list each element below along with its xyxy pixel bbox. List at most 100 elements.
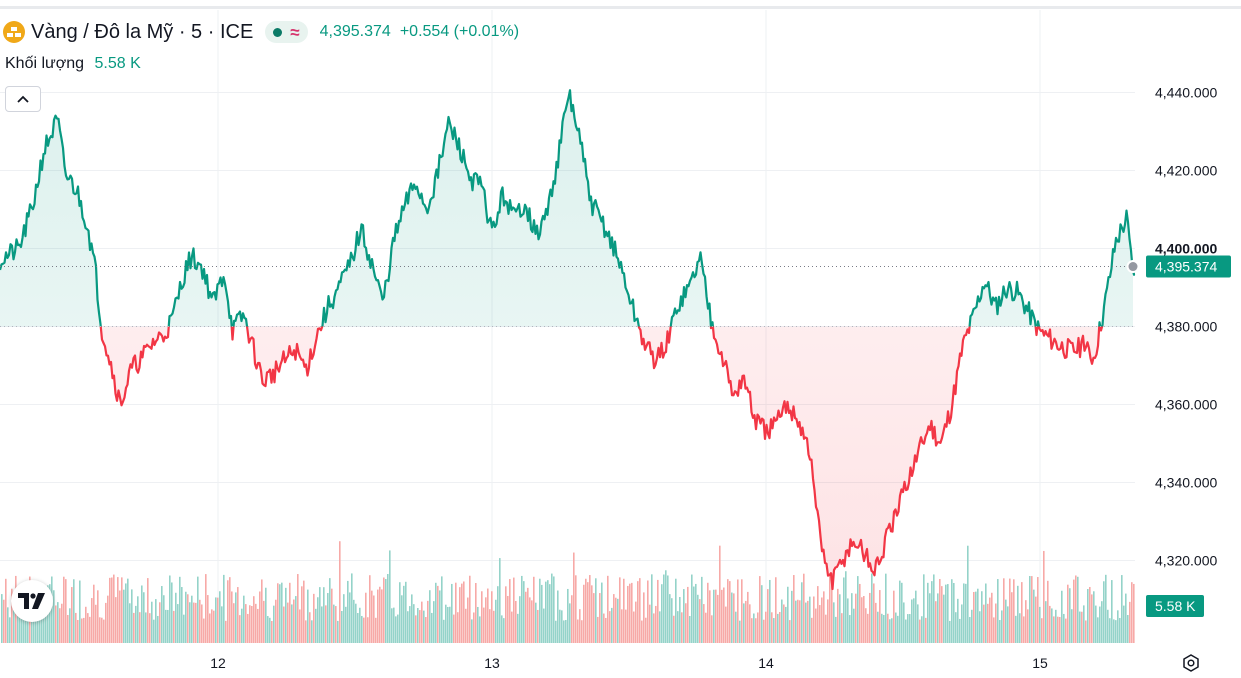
- volume-bar: [587, 582, 589, 643]
- volume-bar: [27, 604, 29, 643]
- volume-bar: [627, 585, 629, 643]
- volume-bar: [455, 582, 457, 643]
- volume-bar: [1077, 576, 1079, 643]
- volume-bar: [563, 620, 565, 643]
- volume-bar: [1025, 600, 1027, 643]
- volume-bar: [295, 596, 297, 643]
- volume-bar: [159, 602, 161, 643]
- volume-bar: [629, 583, 631, 643]
- symbol-title[interactable]: Vàng / Đô la Mỹ · 5 · ICE: [31, 20, 254, 43]
- volume-bar: [739, 620, 741, 643]
- tradingview-logo-icon[interactable]: [11, 580, 53, 622]
- volume-bar: [445, 604, 447, 643]
- last-price-badge-label: 4,395.374: [1155, 259, 1217, 275]
- volume-legend[interactable]: Khối lượng 5.58 K: [5, 55, 141, 73]
- volume-bar: [93, 584, 95, 643]
- volume-bar: [679, 597, 681, 643]
- volume-bar: [229, 577, 231, 643]
- volume-bar: [541, 584, 543, 643]
- volume-bar: [369, 575, 371, 643]
- volume-bar: [1049, 605, 1051, 643]
- volume-bar: [701, 576, 703, 643]
- volume-bar: [297, 574, 299, 643]
- volume-bar: [1071, 609, 1073, 643]
- volume-bar: [899, 580, 901, 643]
- volume-bar: [419, 610, 421, 643]
- volume-bar: [1087, 589, 1089, 643]
- volume-bar: [725, 606, 727, 643]
- volume-bar: [1015, 615, 1017, 643]
- volume-bar: [625, 609, 627, 643]
- volume-bar: [703, 604, 705, 643]
- settings-hexagon-icon[interactable]: [1180, 652, 1202, 674]
- volume-bar: [843, 577, 845, 643]
- volume-bar: [967, 545, 969, 643]
- volume-bar: [465, 608, 467, 643]
- volume-bar: [913, 598, 915, 643]
- volume-value: 5.58 K: [94, 55, 141, 72]
- volume-bar: [675, 578, 677, 643]
- volume-bar: [111, 577, 113, 643]
- volume-bar: [189, 602, 191, 643]
- volume-bar: [961, 604, 963, 643]
- volume-bar: [413, 604, 415, 643]
- volume-bar: [75, 612, 77, 643]
- volume-bar: [317, 597, 319, 643]
- volume-bar: [379, 586, 381, 643]
- volume-bar: [845, 571, 847, 643]
- volume-bar: [753, 613, 755, 643]
- volume-bar: [495, 599, 497, 643]
- volume-bar: [821, 597, 823, 643]
- volume-bar: [665, 570, 667, 643]
- volume-bar: [437, 585, 439, 643]
- volume-bar: [161, 586, 163, 643]
- volume-bar: [835, 616, 837, 643]
- volume-bar: [519, 596, 521, 643]
- volume-bar: [207, 595, 209, 643]
- volume-bar: [261, 579, 263, 643]
- volume-bar: [957, 598, 959, 643]
- volume-bar: [609, 611, 611, 643]
- volume-bar: [687, 586, 689, 643]
- volume-bar: [861, 597, 863, 643]
- volume-bar: [909, 614, 911, 643]
- x-tick-label: 14: [758, 655, 774, 671]
- y-tick-label: 4,400.000: [1155, 241, 1217, 257]
- volume-bar: [965, 583, 967, 643]
- volume-bar: [351, 573, 353, 643]
- volume-bar: [1095, 605, 1097, 643]
- volume-bar: [597, 616, 599, 643]
- volume-bar: [187, 594, 189, 643]
- volume-bar: [263, 600, 265, 643]
- volume-bar: [95, 604, 97, 643]
- volume-bar: [1037, 577, 1039, 643]
- volume-bar: [63, 576, 65, 643]
- volume-bar: [837, 588, 839, 643]
- volume-bar: [695, 583, 697, 643]
- volume-bar: [1121, 575, 1123, 643]
- volume-bar: [23, 599, 25, 643]
- volume-bar: [883, 615, 885, 643]
- volume-bar: [925, 617, 927, 643]
- volume-bar: [53, 590, 55, 643]
- volume-bar: [777, 613, 779, 643]
- volume-bar: [277, 583, 279, 643]
- volume-bar: [589, 575, 591, 643]
- volume-bar: [119, 590, 121, 643]
- volume-bar: [895, 612, 897, 643]
- last-price-dot: [1126, 260, 1140, 274]
- volume-bar: [405, 581, 407, 643]
- volume-bar: [185, 591, 187, 643]
- volume-bar: [769, 579, 771, 643]
- volume-bar: [157, 615, 159, 643]
- volume-bar: [839, 594, 841, 643]
- volume-bar: [1125, 593, 1127, 643]
- volume-bar: [603, 613, 605, 643]
- collapse-legend-button[interactable]: [5, 86, 41, 112]
- volume-bar: [1045, 601, 1047, 643]
- volume-bar: [1123, 605, 1125, 643]
- volume-bar: [537, 609, 539, 643]
- volume-bar: [439, 590, 441, 643]
- market-status-pill[interactable]: ≈: [265, 21, 308, 43]
